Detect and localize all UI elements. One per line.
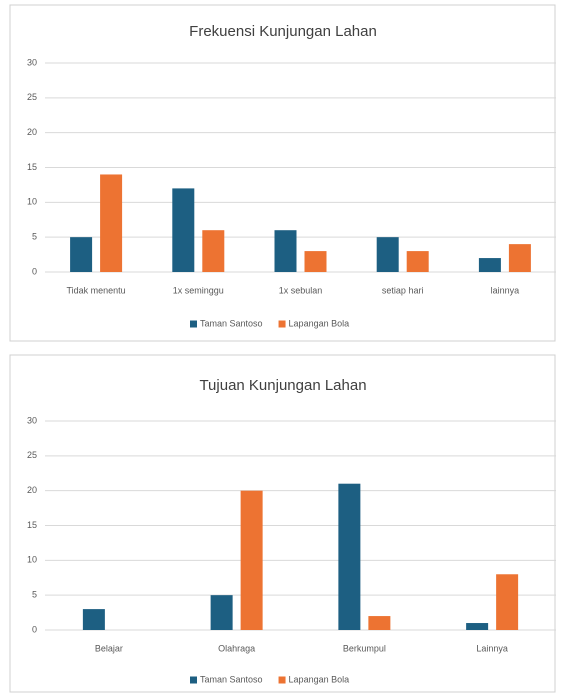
bar [202, 230, 225, 272]
y-tick-label: 25 [27, 450, 37, 460]
bar [70, 237, 93, 272]
y-tick-label: 30 [27, 415, 37, 425]
y-tick-label: 10 [27, 555, 37, 565]
x-tick-label: Berkumpul [343, 643, 386, 653]
y-tick-label: 0 [32, 624, 37, 634]
legend-swatch [278, 676, 286, 684]
bar [478, 258, 501, 272]
legend-swatch [190, 320, 197, 328]
x-tick-label: lainnya [491, 285, 520, 295]
bar [240, 490, 263, 630]
bar [82, 609, 105, 630]
x-tick-label: Belajar [95, 643, 123, 653]
chart-frame [9, 354, 556, 693]
y-tick-label: 15 [27, 520, 37, 530]
x-tick-label: 1x seminggu [173, 285, 224, 295]
y-tick-label: 20 [27, 127, 37, 137]
chart-frame [9, 4, 556, 342]
chart-title: Frekuensi Kunjungan Lahan [189, 23, 377, 40]
y-tick-label: 0 [32, 266, 37, 276]
bar [496, 574, 519, 630]
y-tick-label: 10 [27, 197, 37, 207]
bar [304, 251, 327, 272]
bar [274, 230, 297, 272]
bar [466, 623, 489, 630]
legend-swatch [278, 320, 286, 328]
x-tick-label: 1x sebulan [279, 285, 323, 295]
bar [210, 595, 233, 630]
bar [508, 244, 531, 272]
x-tick-label: Tidak menentu [66, 285, 125, 295]
bar [100, 174, 123, 272]
y-tick-label: 30 [27, 57, 37, 67]
chart-title: Tujuan Kunjungan Lahan [199, 377, 366, 394]
y-tick-label: 25 [27, 92, 37, 102]
bar [338, 483, 361, 630]
y-tick-label: 5 [32, 590, 37, 600]
x-tick-label: Olahraga [218, 643, 255, 653]
bar [172, 188, 195, 272]
bar [406, 251, 429, 272]
legend-label: Lapangan Bola [289, 318, 350, 328]
legend-swatch [190, 676, 197, 684]
bar [376, 237, 399, 272]
legend-label: Taman Santoso [200, 318, 263, 328]
x-tick-label: setiap hari [382, 285, 424, 295]
x-tick-label: Lainnya [476, 643, 508, 653]
bar [368, 616, 391, 630]
legend-label: Taman Santoso [200, 674, 263, 684]
y-tick-label: 5 [32, 232, 37, 242]
legend-label: Lapangan Bola [289, 674, 350, 684]
y-tick-label: 15 [27, 162, 37, 172]
y-tick-label: 20 [27, 485, 37, 495]
